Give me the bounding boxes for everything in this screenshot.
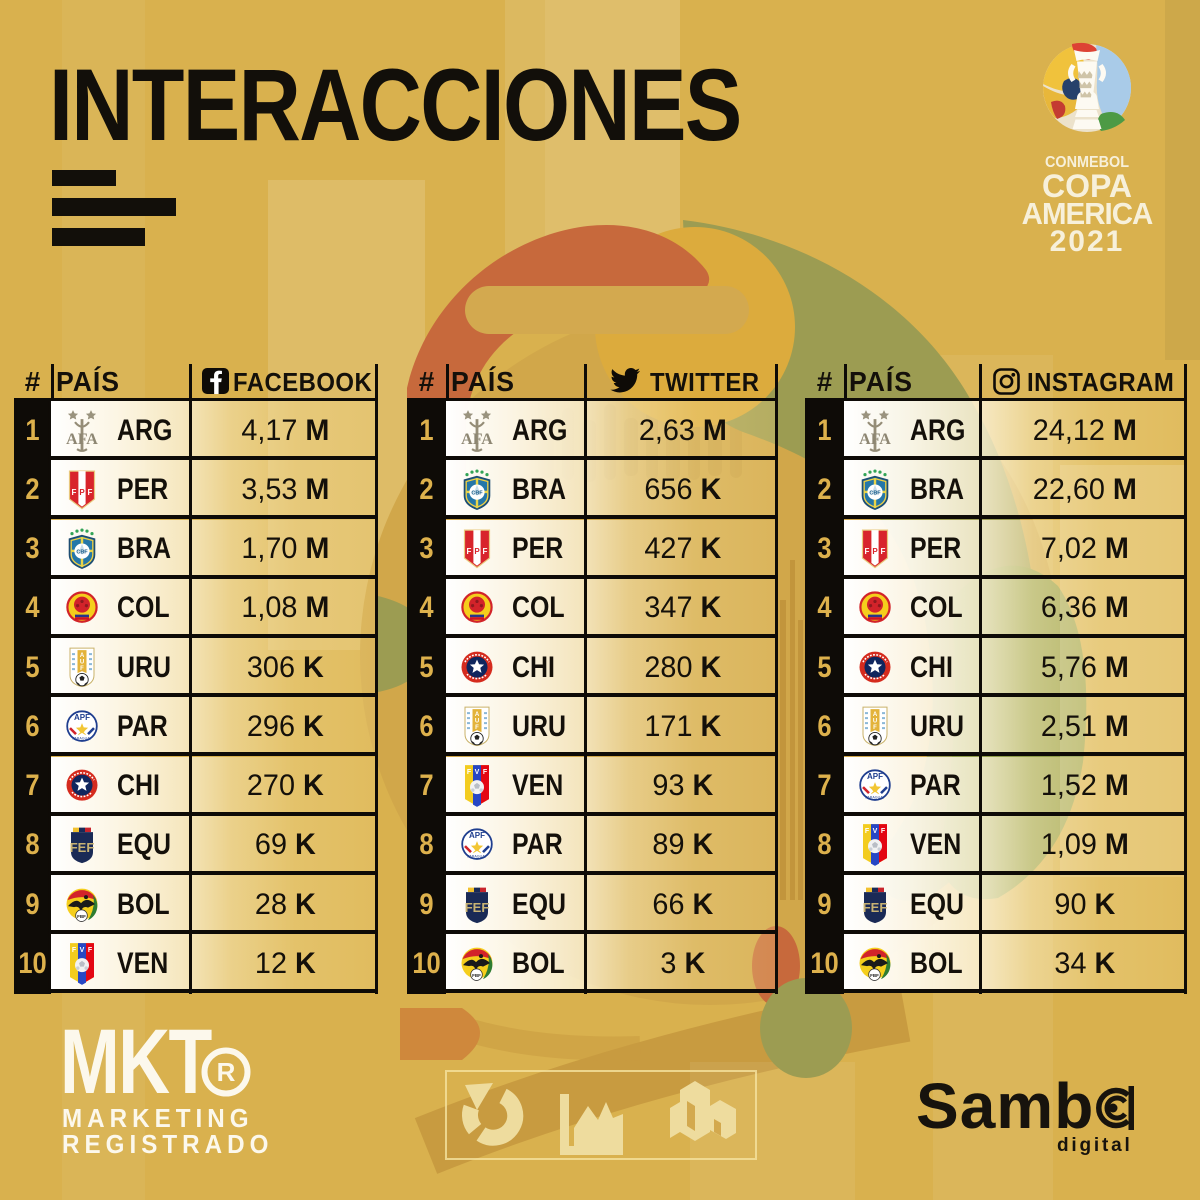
svg-text:CONMEBOL: CONMEBOL bbox=[1045, 153, 1129, 171]
svg-text:2021: 2021 bbox=[1050, 225, 1125, 258]
svg-text:AMERICA: AMERICA bbox=[1022, 197, 1154, 231]
svg-text:R: R bbox=[217, 1057, 236, 1087]
svg-text:COPA: COPA bbox=[1042, 168, 1132, 204]
